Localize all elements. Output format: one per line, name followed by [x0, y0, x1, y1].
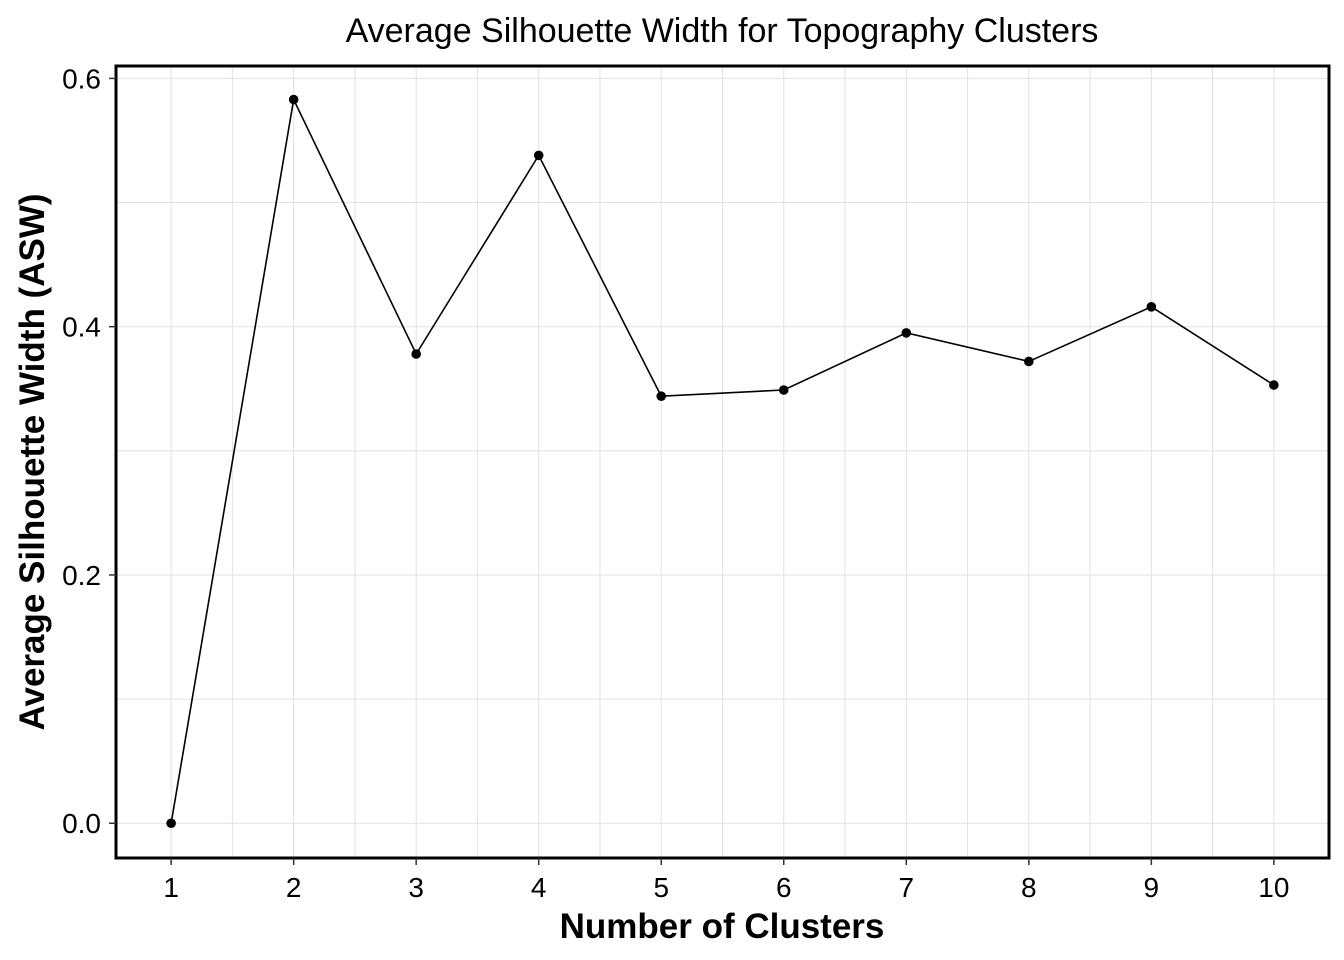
x-tick-label: 7	[898, 872, 914, 903]
grid-layer	[116, 66, 1329, 858]
x-tick-label: 8	[1021, 872, 1037, 903]
data-point	[166, 818, 176, 829]
x-tick-label: 5	[653, 872, 669, 903]
data-point	[1146, 302, 1157, 312]
data-point	[411, 349, 421, 359]
x-tick-label: 3	[408, 872, 424, 903]
y-tick-label: 0.6	[62, 63, 101, 94]
data-point	[1024, 356, 1034, 367]
x-tick-label: 2	[286, 872, 302, 903]
data-point	[778, 385, 789, 395]
y-axis-ticks: 0.0 0.2 0.4 0.6	[62, 63, 116, 839]
chart-title: Average Silhouette Width for Topography …	[346, 12, 1099, 50]
data-point	[533, 150, 544, 161]
data-points	[166, 94, 1279, 829]
data-point	[901, 328, 912, 338]
y-axis-label: Average Silhouette Width (ASW)	[13, 193, 52, 730]
x-tick-label: 9	[1144, 872, 1160, 903]
x-tick-label: 1	[163, 872, 179, 903]
data-point	[1269, 380, 1279, 390]
x-tick-label: 4	[531, 872, 547, 903]
x-axis-ticks: 1 2 3 4 5 6 7 8 9 10	[163, 858, 1289, 903]
x-tick-label: 10	[1258, 872, 1289, 903]
y-tick-label: 0.0	[62, 808, 101, 839]
x-tick-label: 6	[776, 872, 792, 903]
data-point	[656, 391, 667, 402]
data-point	[288, 94, 299, 105]
series-line	[170, 96, 1275, 824]
plot-panel-border	[114, 64, 1331, 860]
y-tick-label: 0.4	[62, 312, 101, 343]
y-tick-label: 0.2	[62, 560, 101, 591]
series-line-layer	[170, 96, 1275, 824]
x-axis-label: Number of Clusters	[560, 907, 885, 946]
